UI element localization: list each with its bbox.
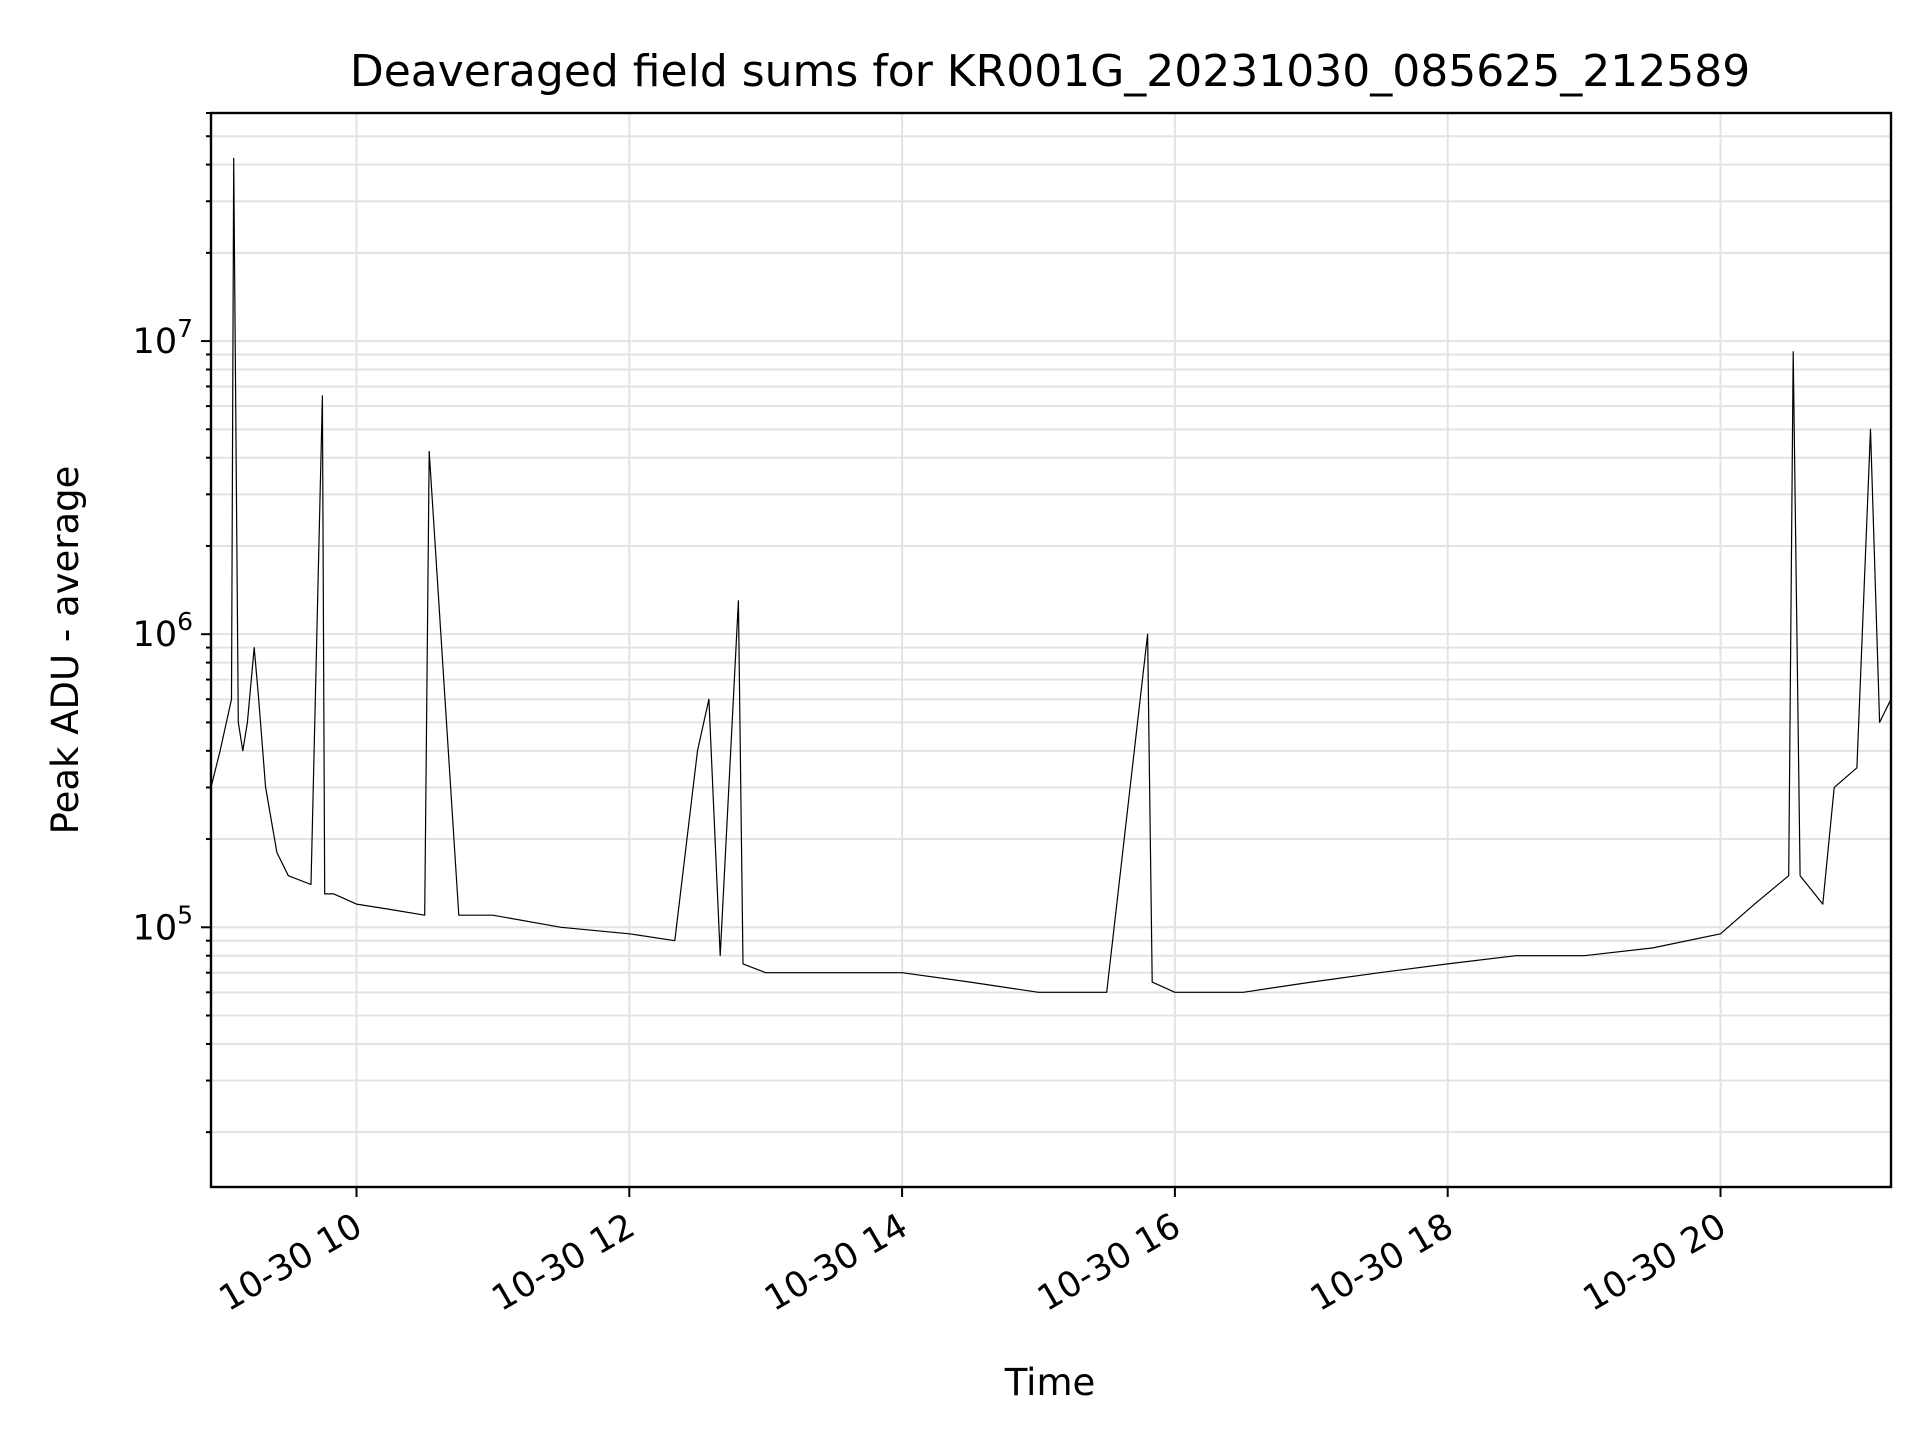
grid: [211, 112, 1891, 1187]
y-tick-label: 106: [133, 607, 193, 655]
chart-title: Deaveraged field sums for KR001G_2023103…: [350, 46, 1750, 97]
y-tick-label: 105: [133, 900, 193, 948]
y-axis-label: Peak ADU - average: [44, 466, 87, 835]
x-axis-label: Time: [1004, 1361, 1096, 1404]
y-axis: 105 106 107: [133, 112, 211, 1134]
series-line: [210, 157, 1892, 993]
plot-frame: [209, 111, 1893, 1189]
y-tick-label: 107: [133, 314, 193, 362]
series-layer: [210, 157, 1892, 993]
